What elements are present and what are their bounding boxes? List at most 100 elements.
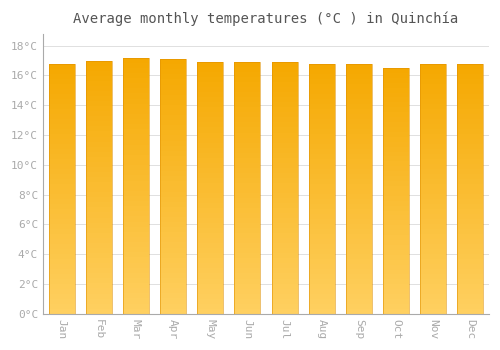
Bar [383,112,409,117]
Bar [272,279,297,284]
Bar [234,67,260,72]
Bar [458,99,483,104]
Bar [420,289,446,294]
Bar [346,89,372,93]
Bar [346,69,372,74]
Bar [234,258,260,264]
Bar [123,262,149,268]
Bar [383,250,409,255]
Bar [272,273,297,279]
Bar [420,104,446,108]
Bar [234,218,260,223]
Bar [383,68,409,73]
Bar [383,103,409,107]
Bar [383,122,409,127]
Bar [197,158,223,163]
Bar [86,243,112,248]
Bar [86,197,112,202]
Bar [86,212,112,218]
Bar [272,163,297,168]
Bar [197,198,223,203]
Bar [160,243,186,247]
Bar [383,161,409,166]
Bar [346,108,372,113]
Bar [346,139,372,143]
Bar [308,113,334,119]
Bar [346,204,372,209]
Bar [308,63,334,69]
Bar [234,138,260,142]
Bar [272,268,297,273]
Bar [272,77,297,82]
Bar [234,299,260,304]
Bar [308,234,334,239]
Bar [234,284,260,289]
Bar [48,284,74,289]
Bar [160,268,186,273]
Bar [197,173,223,178]
Bar [234,148,260,153]
Bar [346,189,372,194]
Bar [86,157,112,162]
Bar [197,279,223,284]
Bar [420,84,446,89]
Bar [160,181,186,187]
Bar [48,209,74,214]
Bar [123,57,149,63]
Bar [160,69,186,74]
Bar [234,213,260,218]
Bar [123,206,149,211]
Bar [420,108,446,113]
Bar [234,294,260,299]
Bar [160,166,186,171]
Bar [123,109,149,114]
Bar [123,83,149,88]
Bar [346,199,372,204]
Bar [160,288,186,293]
Bar [86,233,112,238]
Bar [458,294,483,299]
Bar [160,156,186,161]
Bar [383,255,409,260]
Bar [48,294,74,299]
Bar [308,239,334,244]
Bar [234,289,260,294]
Bar [86,76,112,81]
Bar [272,117,297,122]
Bar [234,223,260,228]
Bar [272,178,297,183]
Bar [458,264,483,269]
Bar [308,174,334,178]
Bar [308,304,334,309]
Bar [123,186,149,191]
Bar [48,108,74,113]
Bar [86,258,112,263]
Bar [48,224,74,229]
Bar [308,194,334,199]
Bar [86,288,112,294]
Bar [48,219,74,224]
Bar [123,216,149,222]
Bar [48,124,74,128]
Bar [123,165,149,170]
Bar [420,139,446,143]
Bar [160,90,186,95]
Title: Average monthly temperatures (°C ) in Quinchía: Average monthly temperatures (°C ) in Qu… [74,11,458,26]
Bar [86,101,112,106]
Bar [420,74,446,78]
Bar [346,99,372,104]
Bar [86,96,112,101]
Bar [346,163,372,169]
Bar [48,139,74,143]
Bar [383,284,409,289]
Bar [197,309,223,314]
Bar [86,294,112,299]
Bar [346,134,372,139]
Bar [197,203,223,208]
Bar [420,113,446,119]
Bar [123,273,149,278]
Bar [160,191,186,197]
Bar [420,269,446,274]
Bar [160,120,186,125]
Bar [123,63,149,68]
